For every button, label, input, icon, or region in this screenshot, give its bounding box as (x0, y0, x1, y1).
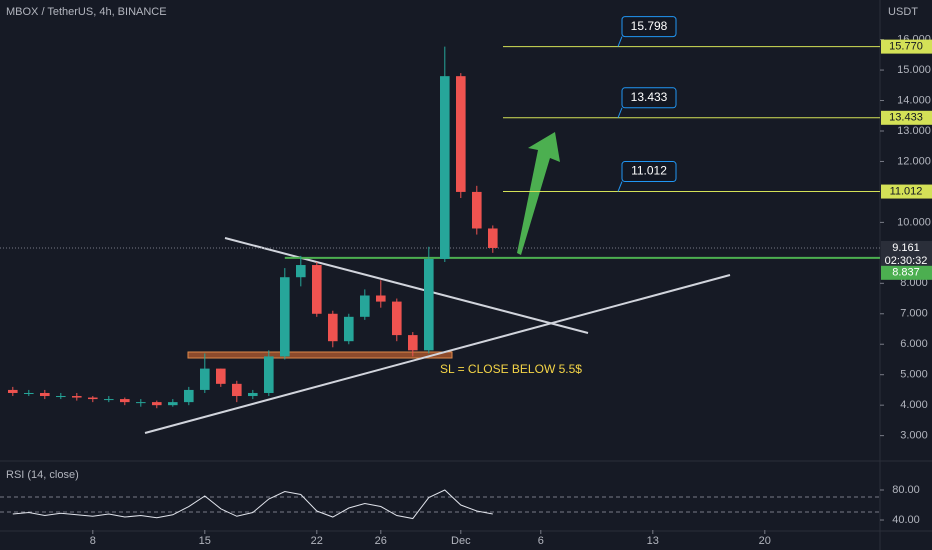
y-tick-label: 10.000 (897, 216, 931, 228)
candle-body (376, 295, 386, 302)
candle-body (152, 402, 162, 406)
level-axis-box (881, 184, 932, 199)
rsi-tick-label: 80.00 (892, 484, 920, 496)
arrow (517, 132, 560, 255)
callout-text: 15.798 (631, 19, 668, 33)
trendline (224, 237, 589, 334)
candle-body (472, 191, 482, 229)
current-price-label: 9.161 (892, 242, 920, 254)
y-tick-label: 15.000 (897, 64, 931, 76)
candle-body (120, 399, 130, 403)
candle-body (312, 265, 322, 314)
candle-body (40, 392, 50, 397)
support-label: 8.837 (892, 267, 920, 279)
x-tick-label: 15 (199, 535, 211, 547)
candle-body (440, 76, 450, 259)
y-tick-label: 13.000 (897, 125, 931, 137)
current-price-box (881, 240, 932, 268)
candle-body (72, 396, 82, 398)
x-tick-label: 26 (375, 535, 387, 547)
level-axis-box (881, 110, 932, 125)
candle-body (184, 389, 194, 403)
x-tick-label: 20 (759, 535, 771, 547)
currency-label: USDT (888, 6, 918, 18)
callout-box (621, 161, 677, 183)
candle-body (248, 392, 258, 397)
candle-body (168, 402, 178, 406)
level-axis-label: 15.770 (889, 41, 923, 53)
callout-box (621, 87, 677, 109)
x-tick-label: 22 (311, 535, 323, 547)
x-tick-label: 13 (647, 535, 659, 547)
candle-body (88, 397, 98, 400)
candle-body (280, 277, 290, 357)
y-tick-label: 14.000 (897, 94, 931, 106)
trendline (144, 274, 731, 434)
y-tick-label: 12.000 (897, 155, 931, 167)
candle-body (456, 76, 466, 192)
x-tick-label: 6 (538, 535, 544, 547)
x-tick-label: Dec (451, 535, 471, 547)
callout-box (621, 16, 677, 38)
candle-body (56, 396, 66, 398)
candle-body (360, 295, 370, 317)
rsi-tick-label: 40.00 (892, 514, 920, 526)
y-tick-label: 8.000 (900, 277, 928, 289)
candle-body (344, 316, 354, 342)
callout-pointer (617, 36, 623, 47)
level-axis-label: 11.012 (890, 185, 923, 197)
y-tick-label: 3.000 (900, 430, 928, 442)
candle-body (200, 368, 210, 390)
y-tick-label: 6.000 (900, 338, 928, 350)
candle-body (264, 356, 274, 393)
candle-body (392, 301, 402, 336)
candle-body (24, 392, 34, 394)
y-tick-label: 7.000 (900, 308, 928, 320)
chart-title: MBOX / TetherUS, 4h, BINANCE (6, 6, 167, 18)
countdown: 02:30:32 (885, 255, 928, 267)
candle-body (8, 389, 18, 393)
y-tick-label: 4.000 (900, 399, 928, 411)
callout-pointer (617, 181, 623, 192)
annotation: SL = CLOSE BELOW 5.5$ (440, 362, 582, 376)
rsi-title: RSI (14, close) (6, 469, 79, 481)
x-tick-label: 8 (90, 535, 96, 547)
rsi-line (12, 489, 493, 520)
callout-text: 11.012 (631, 164, 667, 178)
callout-pointer (617, 107, 623, 118)
candle-body (328, 313, 338, 342)
candle-body (104, 399, 114, 401)
candle-body (296, 265, 306, 278)
candle-body (488, 228, 498, 248)
candle-body (216, 368, 226, 384)
callout-text: 13.433 (631, 90, 668, 104)
candle-body (408, 335, 418, 351)
candle-body (232, 383, 242, 397)
candle-body (424, 258, 434, 351)
level-axis-label: 13.433 (889, 112, 923, 124)
candle-body (136, 402, 146, 404)
support-box (881, 265, 932, 280)
support-zone (187, 351, 453, 359)
level-axis-box (881, 39, 932, 54)
y-tick-label: 5.000 (900, 369, 928, 381)
